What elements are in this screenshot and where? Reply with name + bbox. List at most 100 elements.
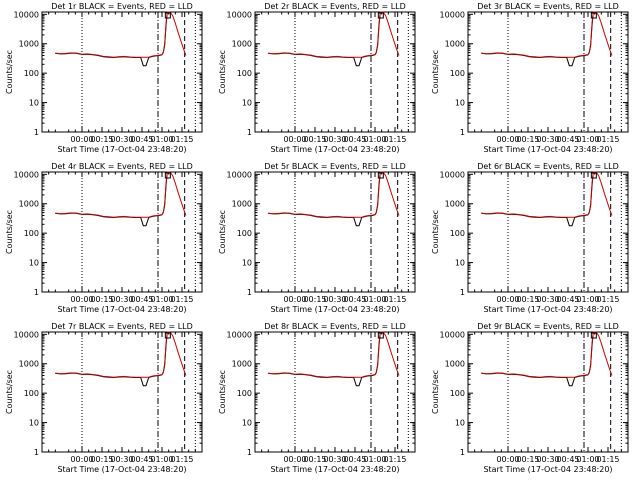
y-tick-label: 1 — [34, 128, 39, 137]
x-tick-label: 00:15 — [303, 295, 326, 304]
x-tick-label: 00:30 — [536, 455, 559, 464]
y-axis-label: Counts/sec — [218, 50, 227, 94]
x-tick-label: 00:15 — [303, 455, 326, 464]
x-axis-label: Start Time (17-Oct-04 23:48:20) — [57, 305, 186, 314]
x-tick-label: 00:45 — [556, 295, 579, 304]
y-tick-label: 100 — [450, 389, 465, 398]
x-axis-label: Start Time (17-Oct-04 23:48:20) — [270, 145, 399, 154]
x-tick-label: 00:00 — [496, 135, 519, 144]
panel-title: Det 1r BLACK = Events, RED = LLD — [51, 2, 193, 11]
x-tick-label: 01:15 — [596, 135, 619, 144]
x-tick-label: 00:00 — [496, 295, 519, 304]
peak-marker — [164, 172, 171, 179]
y-tick-label: 1000 — [232, 40, 252, 49]
x-tick-label: 00:45 — [343, 135, 366, 144]
x-tick-label: 01:15 — [170, 135, 193, 144]
x-tick-label: 00:00 — [283, 135, 306, 144]
lld-series-line — [481, 171, 613, 218]
x-tick-label: 00:15 — [516, 135, 539, 144]
events-series-line — [55, 331, 170, 387]
x-tick-label: 00:00 — [496, 455, 519, 464]
x-tick-label: 01:00 — [150, 135, 173, 144]
peak-marker — [590, 332, 597, 339]
peak-marker — [164, 332, 171, 339]
y-axis-label: Counts/sec — [5, 50, 14, 94]
lld-series-line — [268, 331, 400, 378]
x-tick-label: 00:15 — [516, 455, 539, 464]
x-tick-label: 00:15 — [90, 455, 113, 464]
x-tick-label: 00:00 — [283, 455, 306, 464]
x-axis-label: Start Time (17-Oct-04 23:48:20) — [483, 145, 612, 154]
y-tick-label: 1000 — [232, 200, 252, 209]
x-tick-label: 01:15 — [383, 295, 406, 304]
plot-frame — [467, 331, 629, 453]
x-tick-label: 01:00 — [576, 455, 599, 464]
y-tick-label: 10 — [29, 99, 39, 108]
x-tick-label: 00:00 — [70, 135, 93, 144]
x-tick-label: 00:15 — [516, 295, 539, 304]
x-tick-label: 00:45 — [556, 135, 579, 144]
y-tick-label: 100 — [237, 69, 252, 78]
x-tick-label: 00:30 — [110, 135, 133, 144]
y-tick-label: 10000 — [14, 170, 39, 179]
x-tick-label: 01:00 — [576, 135, 599, 144]
x-tick-label: 00:30 — [110, 455, 133, 464]
y-tick-label: 1000 — [19, 200, 39, 209]
y-tick-label: 100 — [450, 69, 465, 78]
plot-frame — [41, 331, 203, 453]
y-tick-label: 1 — [460, 448, 465, 457]
x-tick-label: 01:15 — [383, 455, 406, 464]
lld-series-line — [268, 11, 400, 58]
x-tick-label: 00:45 — [343, 295, 366, 304]
y-tick-label: 1000 — [19, 40, 39, 49]
y-tick-label: 10000 — [227, 10, 252, 19]
y-axis-label: Counts/sec — [5, 210, 14, 254]
y-tick-label: 10000 — [440, 10, 465, 19]
panel-title: Det 4r BLACK = Events, RED = LLD — [51, 162, 193, 171]
x-tick-label: 01:00 — [363, 295, 386, 304]
peak-marker — [377, 12, 384, 19]
x-tick-label: 01:15 — [170, 295, 193, 304]
panel-det-1: Det 1r BLACK = Events, RED = LLD 1 10 100 10… — [5, 2, 203, 154]
x-tick-label: 01:15 — [170, 455, 193, 464]
panel-title: Det 6r BLACK = Events, RED = LLD — [477, 162, 619, 171]
x-tick-label: 01:15 — [596, 295, 619, 304]
plot-frame — [254, 11, 416, 133]
x-tick-label: 01:00 — [363, 135, 386, 144]
x-tick-label: 00:00 — [70, 295, 93, 304]
events-series-line — [268, 171, 383, 227]
x-tick-label: 01:00 — [576, 295, 599, 304]
y-tick-label: 10000 — [14, 10, 39, 19]
panel-det-6: Det 6r BLACK = Events, RED = LLD 1 10 100 10… — [431, 162, 629, 314]
y-tick-label: 1 — [34, 288, 39, 297]
y-tick-label: 10000 — [227, 330, 252, 339]
y-tick-label: 10 — [242, 99, 252, 108]
panel-det-7: Det 7r BLACK = Events, RED = LLD 1 10 100 10… — [5, 322, 203, 474]
x-tick-label: 00:45 — [343, 455, 366, 464]
lld-series-line — [55, 11, 187, 58]
x-tick-label: 00:45 — [130, 455, 153, 464]
y-tick-label: 100 — [237, 229, 252, 238]
y-tick-label: 10000 — [14, 330, 39, 339]
y-tick-label: 10 — [455, 99, 465, 108]
peak-marker — [590, 172, 597, 179]
x-tick-label: 00:45 — [130, 135, 153, 144]
x-axis-label: Start Time (17-Oct-04 23:48:20) — [483, 305, 612, 314]
panel-det-2: Det 2r BLACK = Events, RED = LLD 1 10 100 10… — [218, 2, 416, 154]
x-tick-label: 00:15 — [303, 135, 326, 144]
x-tick-label: 00:30 — [536, 295, 559, 304]
panel-title: Det 8r BLACK = Events, RED = LLD — [264, 322, 406, 331]
plot-frame — [41, 11, 203, 133]
y-tick-label: 100 — [24, 69, 39, 78]
x-tick-label: 00:30 — [323, 455, 346, 464]
x-tick-label: 00:30 — [323, 295, 346, 304]
peak-marker — [590, 12, 597, 19]
x-tick-label: 00:15 — [90, 135, 113, 144]
events-series-line — [268, 331, 383, 387]
lld-series-line — [481, 11, 613, 58]
panel-title: Det 9r BLACK = Events, RED = LLD — [477, 322, 619, 331]
x-tick-label: 01:15 — [596, 455, 619, 464]
peak-marker — [377, 172, 384, 179]
events-series-line — [481, 331, 596, 387]
